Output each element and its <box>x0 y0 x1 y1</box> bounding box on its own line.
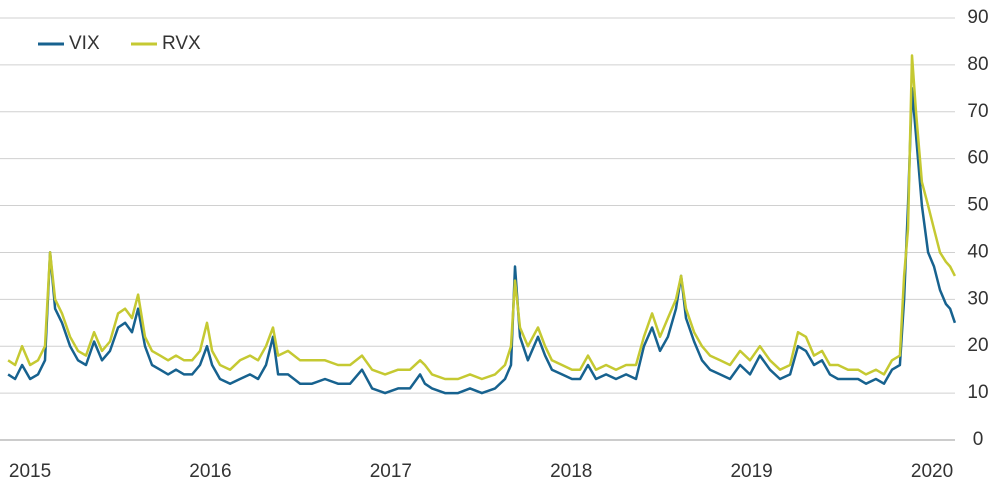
y-tick-label: 30 <box>967 288 988 309</box>
x-tick-label: 2020 <box>911 461 953 482</box>
x-tick-label: 2015 <box>9 461 51 482</box>
y-tick-label: 90 <box>967 7 988 28</box>
x-tick-label: 2018 <box>550 461 592 482</box>
x-tick-label: 2016 <box>189 461 231 482</box>
legend-label: RVX <box>162 33 201 54</box>
y-tick-label: 0 <box>973 429 984 450</box>
y-tick-label: 20 <box>967 335 988 356</box>
y-tick-label: 60 <box>967 148 988 169</box>
series-line <box>7 87 957 395</box>
x-tick-label: 2019 <box>730 461 772 482</box>
x-tick-label: 2017 <box>370 461 412 482</box>
series-line <box>7 54 957 381</box>
y-tick-label: 50 <box>967 195 988 216</box>
legend-label: VIX <box>69 33 100 54</box>
y-tick-label: 80 <box>967 54 988 75</box>
y-tick-label: 70 <box>967 101 988 122</box>
y-tick-label: 10 <box>967 382 988 403</box>
y-tick-label: 40 <box>967 241 988 262</box>
